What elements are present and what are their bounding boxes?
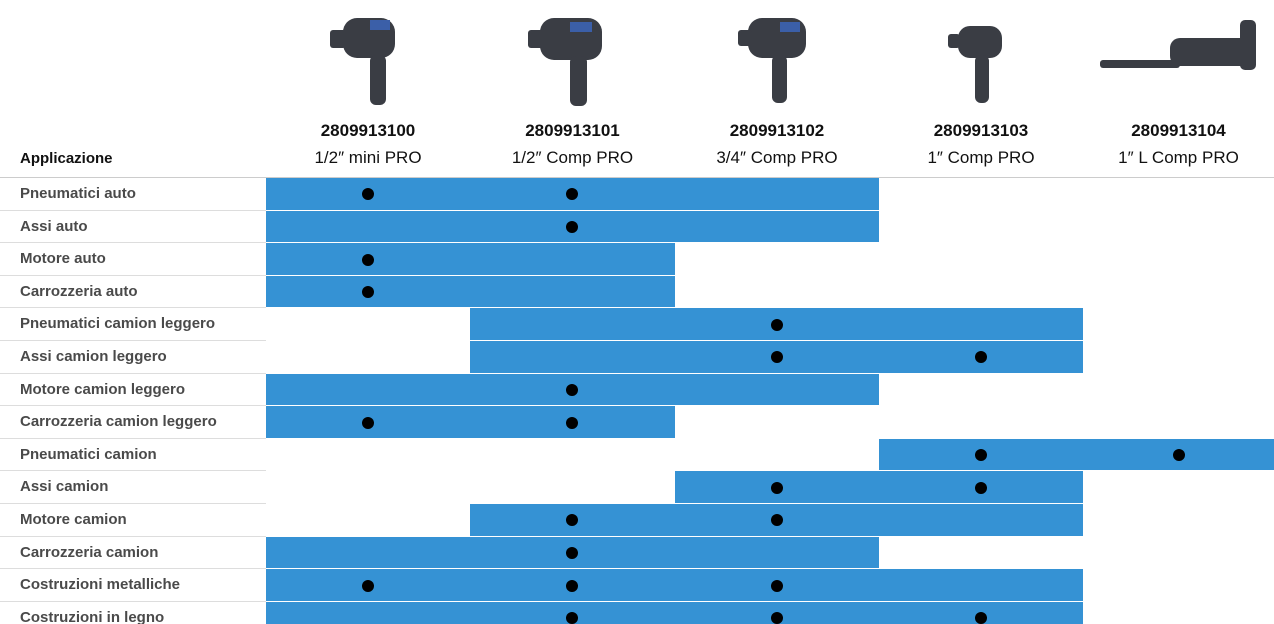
product-name: 3/4″ Comp PRO — [675, 148, 879, 168]
suitable-cell — [675, 537, 879, 569]
row-separator — [0, 438, 266, 439]
suitable-cell — [266, 211, 470, 243]
row-label: Pneumatici camion — [20, 446, 157, 463]
row-separator — [0, 275, 266, 276]
row-label: Carrozzeria auto — [20, 283, 138, 300]
row-label: Costruzioni in legno — [20, 609, 164, 624]
product-code: 2809913103 — [879, 121, 1083, 141]
product-name: 1″ L Comp PRO — [1083, 148, 1274, 168]
row-label: Motore auto — [20, 250, 106, 267]
page: Applicazione 28099131001/2″ mini PRO2809… — [0, 0, 1274, 624]
row-label: Carrozzeria camion — [20, 544, 158, 561]
recommended-dot — [771, 580, 783, 592]
recommended-dot — [771, 319, 783, 331]
row-label: Assi camion leggero — [20, 348, 167, 365]
recommended-dot — [566, 547, 578, 559]
row-separator — [0, 536, 266, 537]
recommended-dot — [566, 580, 578, 592]
suitable-cell — [470, 243, 675, 275]
label-column-header: Applicazione — [20, 150, 113, 167]
suitable-cell — [266, 374, 470, 406]
row-separator — [0, 405, 266, 406]
recommended-dot — [566, 384, 578, 396]
recommended-dot — [975, 482, 987, 494]
recommended-dot — [771, 482, 783, 494]
row-separator — [0, 242, 266, 243]
row-separator — [0, 210, 266, 211]
recommended-dot — [362, 286, 374, 298]
row-label: Assi auto — [20, 218, 88, 235]
row-label: Costruzioni metalliche — [20, 576, 180, 593]
recommended-dot — [975, 449, 987, 461]
row-label: Pneumatici auto — [20, 185, 136, 202]
product-code: 2809913100 — [266, 121, 470, 141]
suitable-cell — [675, 374, 879, 406]
product-name: 1/2″ Comp PRO — [470, 148, 675, 168]
product-name: 1″ Comp PRO — [879, 148, 1083, 168]
recommended-dot — [362, 580, 374, 592]
suitable-cell — [879, 308, 1083, 340]
row-separator — [0, 307, 266, 308]
suitable-cell — [879, 569, 1083, 601]
row-label: Pneumatici camion leggero — [20, 315, 215, 332]
row-separator — [0, 470, 266, 471]
recommended-dot — [566, 612, 578, 624]
suitable-cell — [470, 276, 675, 308]
recommended-dot — [566, 221, 578, 233]
row-separator — [0, 503, 266, 504]
row-separator — [0, 373, 266, 374]
suitable-cell — [266, 537, 470, 569]
recommended-dot — [1173, 449, 1185, 461]
row-label: Motore camion leggero — [20, 381, 185, 398]
recommended-dot — [771, 612, 783, 624]
product-images — [0, 0, 1274, 120]
suitable-cell — [675, 211, 879, 243]
row-label: Assi camion — [20, 478, 108, 495]
row-separator — [0, 568, 266, 569]
product-code: 2809913101 — [470, 121, 675, 141]
product-code: 2809913102 — [675, 121, 879, 141]
product-code: 2809913104 — [1083, 121, 1274, 141]
row-label: Carrozzeria camion leggero — [20, 413, 217, 430]
recommended-dot — [362, 417, 374, 429]
suitable-cell — [470, 308, 675, 340]
suitable-cell — [266, 602, 470, 624]
suitable-cell — [879, 504, 1083, 536]
row-label: Motore camion — [20, 511, 127, 528]
row-separator — [0, 340, 266, 341]
suitable-cell — [675, 178, 879, 210]
row-separator — [0, 601, 266, 602]
product-name: 1/2″ mini PRO — [266, 148, 470, 168]
recommended-dot — [362, 254, 374, 266]
suitable-cell — [470, 341, 675, 373]
recommended-dot — [566, 417, 578, 429]
recommended-dot — [975, 612, 987, 624]
